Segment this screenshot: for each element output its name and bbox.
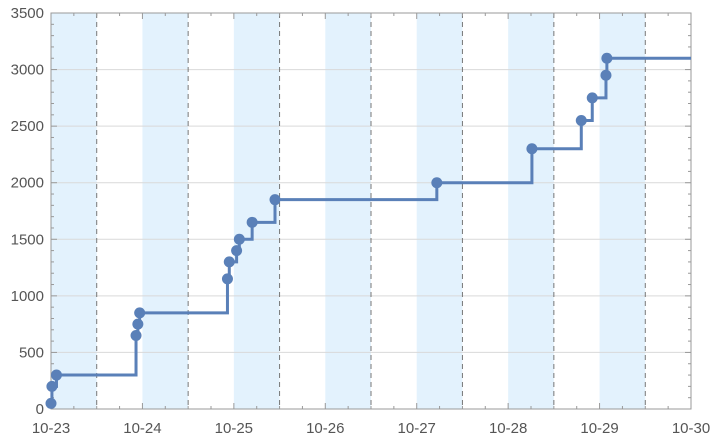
data-point-12 [431,177,442,188]
data-point-14 [576,115,587,126]
y-tick-label: 2000 [11,175,44,192]
data-point-5 [134,307,145,318]
y-tick-label: 2500 [11,118,44,135]
data-point-17 [601,53,612,64]
data-point-7 [224,256,235,267]
x-tick-label: 10-24 [123,420,161,437]
x-tick-label: 10-28 [489,420,527,437]
data-point-3 [131,330,142,341]
x-tick-label: 10-26 [306,420,344,437]
y-tick-label: 1500 [11,231,44,248]
shaded-bands [51,13,645,409]
y-tick-label: 0 [36,401,44,418]
data-point-0 [46,398,57,409]
x-tick-label: 10-27 [398,420,436,437]
data-point-16 [600,70,611,81]
shaded-band-5 [508,13,554,409]
y-tick-label: 1000 [11,288,44,305]
data-point-8 [231,245,242,256]
shaded-band-0 [51,13,97,409]
data-point-10 [247,217,258,228]
data-point-4 [132,319,143,330]
x-tick-label: 10-25 [215,420,253,437]
data-point-6 [222,273,233,284]
data-point-15 [587,92,598,103]
y-tick-label: 3500 [11,5,44,22]
shaded-band-2 [234,13,280,409]
data-point-2 [51,370,62,381]
x-tick-labels: 10-23 10-24 10-25 10-26 10-27 10-28 10-29 10-30 [32,420,710,437]
data-point-13 [526,143,537,154]
shaded-band-4 [417,13,463,409]
shaded-band-1 [142,13,188,409]
data-point-9 [234,234,245,245]
x-tick-label: 10-29 [580,420,618,437]
x-tick-label: 10-23 [32,420,70,437]
y-tick-labels: 0 500 1000 1500 2000 2500 3000 3500 [11,5,44,418]
data-point-1 [46,381,57,392]
x-tick-label: 10-30 [672,420,710,437]
shaded-band-3 [325,13,371,409]
y-tick-label: 3000 [11,62,44,79]
y-tick-label: 500 [19,344,44,361]
data-point-11 [270,194,281,205]
